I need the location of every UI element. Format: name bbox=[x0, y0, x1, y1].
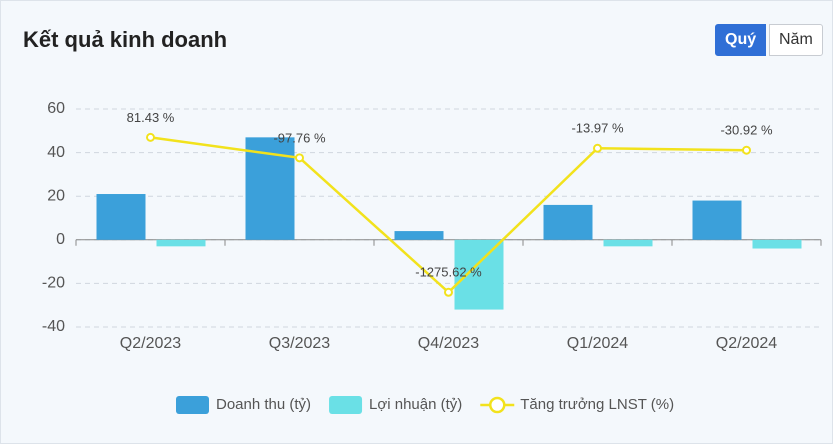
y-tick-label: 60 bbox=[47, 100, 65, 117]
y-tick-label: 0 bbox=[56, 231, 65, 248]
x-tick-label: Q3/2023 bbox=[269, 335, 330, 352]
legend-swatch bbox=[176, 396, 209, 414]
data-label: 81.43 % bbox=[127, 110, 175, 125]
legend-label: Tăng trưởng LNST (%) bbox=[520, 396, 674, 413]
bar bbox=[96, 194, 146, 240]
x-tick-label: Q4/2023 bbox=[418, 335, 479, 352]
bar bbox=[752, 239, 802, 249]
data-label: -13.97 % bbox=[571, 121, 623, 136]
line-point bbox=[146, 132, 155, 142]
x-tick-label: Q1/2024 bbox=[567, 335, 628, 352]
legend-swatch bbox=[489, 396, 506, 414]
legend-swatch bbox=[329, 396, 363, 414]
bar bbox=[454, 239, 504, 310]
x-tick-label: Q2/2024 bbox=[716, 335, 777, 352]
period-button[interactable]: Quý bbox=[715, 24, 767, 56]
line-point bbox=[295, 153, 304, 163]
chart-title: Kết quả kinh doanh bbox=[23, 27, 228, 52]
legend-label: Lợi nhuận (tỷ) bbox=[369, 396, 462, 413]
y-tick-label: -40 bbox=[42, 318, 65, 335]
legend-label: Doanh thu (tỷ) bbox=[216, 396, 311, 413]
bar bbox=[543, 204, 593, 240]
x-tick-label: Q2/2023 bbox=[120, 335, 181, 352]
line-point bbox=[444, 287, 453, 297]
period-button[interactable]: Năm bbox=[769, 24, 823, 56]
line-point bbox=[593, 143, 602, 153]
bar bbox=[603, 239, 653, 247]
bar bbox=[692, 200, 742, 240]
bar bbox=[394, 231, 444, 240]
line-point bbox=[742, 145, 751, 155]
bar bbox=[156, 239, 206, 247]
y-tick-label: 20 bbox=[47, 187, 65, 204]
y-tick-label: -20 bbox=[42, 275, 65, 292]
y-tick-label: 40 bbox=[47, 144, 65, 161]
data-label: -97.76 % bbox=[273, 130, 325, 145]
data-label: -30.92 % bbox=[720, 123, 772, 138]
data-label: -1275.62 % bbox=[415, 265, 482, 280]
